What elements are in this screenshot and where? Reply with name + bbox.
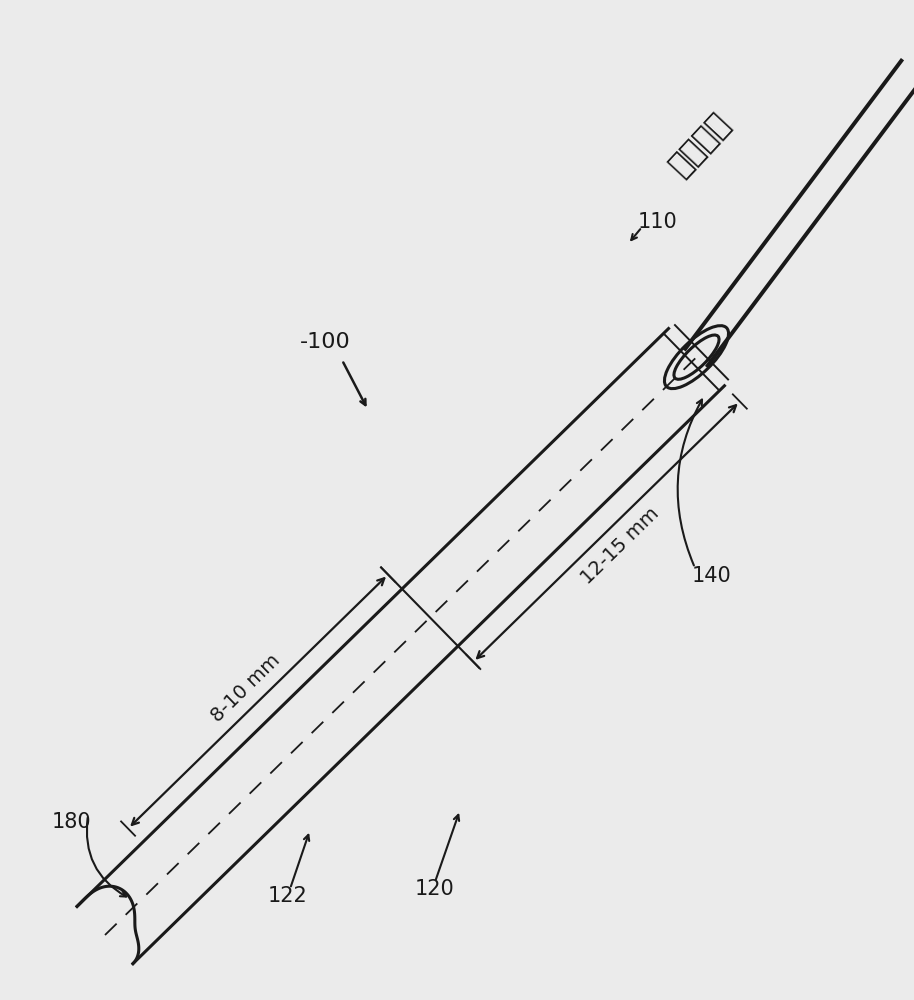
Text: 140: 140: [692, 566, 732, 586]
Text: 12-15 mm: 12-15 mm: [578, 504, 664, 588]
Text: 180: 180: [52, 812, 91, 832]
Text: -100: -100: [300, 332, 351, 352]
Text: 8-10 mm: 8-10 mm: [207, 651, 283, 726]
Text: 针形电极: 针形电极: [664, 108, 736, 182]
Text: 122: 122: [268, 886, 308, 906]
Text: 110: 110: [638, 212, 678, 232]
Text: 120: 120: [415, 879, 455, 899]
